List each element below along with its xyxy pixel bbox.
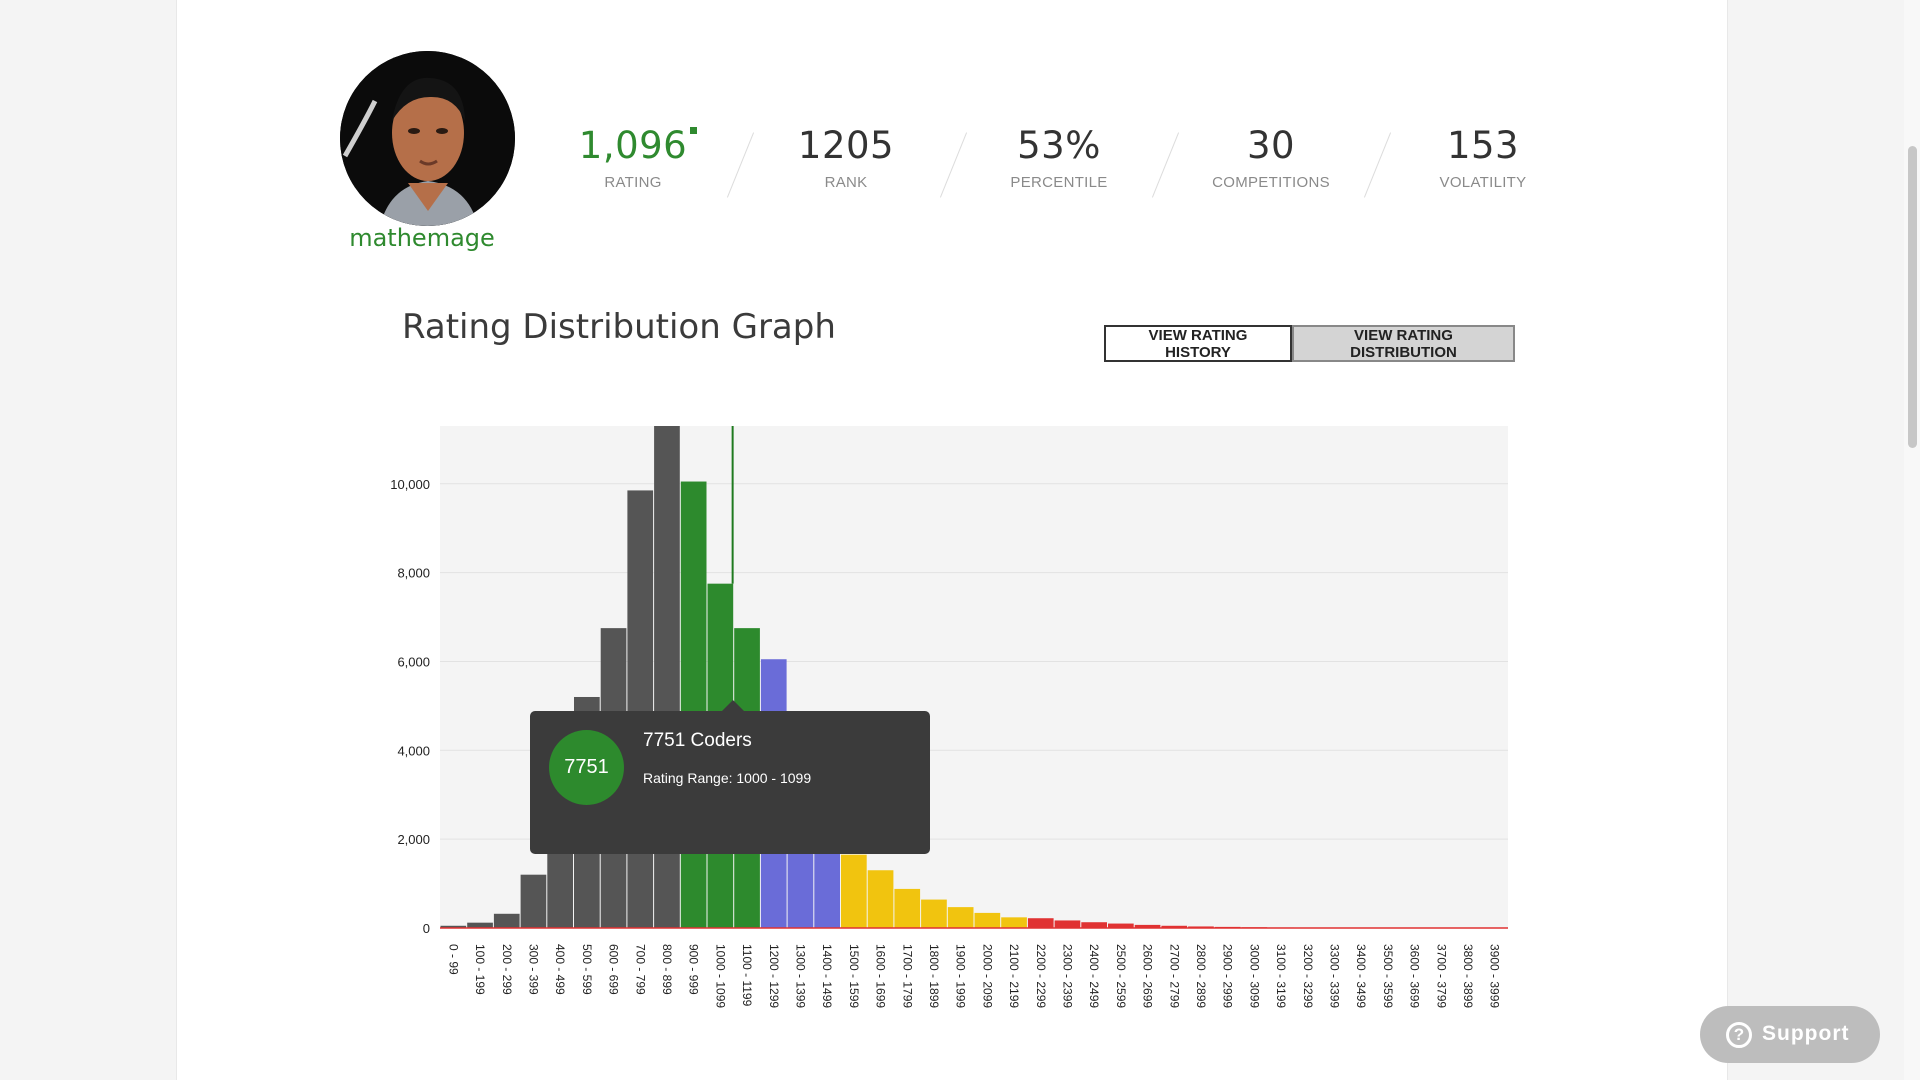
stat-competitions: 30 COMPETITIONS <box>1166 120 1376 191</box>
x-tick-label: 2600 - 2699 <box>1141 944 1155 1008</box>
graph-title: Rating Distribution Graph <box>402 307 836 347</box>
rating-indicator-dot <box>690 127 697 134</box>
avatar-photo <box>340 51 515 226</box>
x-tick-label: 900 - 999 <box>687 944 701 995</box>
x-tick-label: 3000 - 3099 <box>1247 944 1261 1008</box>
scrollbar[interactable] <box>1904 0 1920 1080</box>
competitions-label: COMPETITIONS <box>1212 174 1330 191</box>
x-tick-label: 600 - 699 <box>607 944 621 995</box>
stat-rank: 1205 RANK <box>741 120 951 191</box>
x-tick-label: 3700 - 3799 <box>1434 944 1448 1008</box>
x-tick-label: 3800 - 3899 <box>1461 944 1475 1008</box>
x-tick-label: 1800 - 1899 <box>927 944 941 1008</box>
x-tick-label: 3600 - 3699 <box>1408 944 1422 1008</box>
tooltip-range: Rating Range: 1000 - 1099 <box>643 770 812 786</box>
rank-label: RANK <box>824 174 868 191</box>
bar <box>467 922 493 928</box>
bar <box>1161 925 1188 928</box>
x-tick-label: 1600 - 1699 <box>874 944 888 1008</box>
bar <box>841 854 867 928</box>
x-tick-label: 300 - 399 <box>526 944 540 995</box>
bar <box>440 925 467 928</box>
x-tick-label: 400 - 499 <box>553 944 567 995</box>
bar <box>1108 923 1134 928</box>
competitions-value: 30 <box>1246 124 1296 167</box>
stat-percentile: 53% PERCENTILE <box>954 120 1164 191</box>
x-tick-label: 500 - 599 <box>580 944 594 995</box>
view-rating-history-button[interactable]: VIEW RATING HISTORY <box>1104 325 1292 362</box>
tooltip-arrow <box>722 700 744 711</box>
percentile-label: PERCENTILE <box>1010 174 1108 191</box>
bar <box>627 490 654 928</box>
y-tick-label: 6,000 <box>397 654 430 669</box>
y-tick-label: 10,000 <box>390 477 430 492</box>
tooltip-count-badge: 7751 <box>549 730 624 805</box>
x-tick-label: 2300 - 2399 <box>1060 944 1074 1008</box>
bar <box>947 907 974 928</box>
bar <box>867 870 894 928</box>
x-tick-label: 2100 - 2199 <box>1007 944 1021 1008</box>
x-tick-label: 3200 - 3299 <box>1301 944 1315 1008</box>
x-tick-label: 1700 - 1799 <box>900 944 914 1008</box>
x-tick-label: 2400 - 2499 <box>1087 944 1101 1008</box>
bar <box>921 899 947 928</box>
avatar <box>340 51 515 226</box>
y-tick-label: 0 <box>423 921 430 936</box>
x-tick-label: 1500 - 1599 <box>847 944 861 1008</box>
x-tick-label: 1400 - 1499 <box>820 944 834 1008</box>
stat-rating: 1,096 RATING <box>528 120 738 191</box>
x-tick-label: 1000 - 1099 <box>713 944 727 1008</box>
x-tick-label: 3500 - 3599 <box>1381 944 1395 1008</box>
bar <box>1134 924 1161 928</box>
bar <box>680 481 707 928</box>
x-tick-label: 2000 - 2099 <box>980 944 994 1008</box>
chart-tooltip: 7751 7751 Coders Rating Range: 1000 - 10… <box>530 711 930 854</box>
x-tick-label: 3400 - 3499 <box>1354 944 1368 1008</box>
bar <box>520 874 547 928</box>
help-icon: ? <box>1726 1022 1752 1048</box>
stat-volatility: 153 VOLATILITY <box>1378 120 1588 191</box>
x-tick-label: 800 - 899 <box>660 944 674 995</box>
x-tick-label: 1900 - 1999 <box>954 944 968 1008</box>
x-tick-label: 3100 - 3199 <box>1274 944 1288 1008</box>
bar <box>1054 920 1081 928</box>
bar <box>894 888 921 928</box>
y-tick-label: 2,000 <box>397 832 430 847</box>
percentile-value: 53% <box>1017 124 1101 167</box>
x-tick-label: 1200 - 1299 <box>767 944 781 1008</box>
x-tick-label: 700 - 799 <box>633 944 647 995</box>
x-tick-label: 200 - 299 <box>500 944 514 995</box>
x-tick-label: 3300 - 3399 <box>1327 944 1341 1008</box>
rating-value: 1,096 <box>578 124 688 167</box>
y-tick-label: 8,000 <box>397 566 430 581</box>
bar <box>1001 917 1027 928</box>
x-tick-label: 3900 - 3999 <box>1488 944 1502 1008</box>
bar <box>1081 922 1107 928</box>
volatility-value: 153 <box>1446 124 1520 167</box>
y-tick-label: 4,000 <box>397 743 430 758</box>
x-tick-label: 1100 - 1199 <box>740 944 754 1007</box>
bar <box>974 912 1001 928</box>
rank-value: 1205 <box>797 124 895 167</box>
bar <box>1027 918 1054 928</box>
x-tick-label: 2500 - 2599 <box>1114 944 1128 1008</box>
scrollbar-thumb[interactable] <box>1908 146 1917 448</box>
bar <box>1188 926 1214 928</box>
volatility-label: VOLATILITY <box>1439 174 1527 191</box>
support-label: Support <box>1762 1022 1850 1045</box>
view-rating-distribution-button[interactable]: VIEW RATING DISTRIBUTION <box>1292 325 1515 362</box>
x-tick-label: 2800 - 2899 <box>1194 944 1208 1008</box>
x-tick-label: 2900 - 2999 <box>1221 944 1235 1008</box>
x-tick-label: 100 - 199 <box>473 944 487 995</box>
x-tick-label: 2200 - 2299 <box>1034 944 1048 1008</box>
bar <box>493 913 520 928</box>
tooltip-title: 7751 Coders <box>643 730 752 751</box>
x-tick-label: 1300 - 1399 <box>793 944 807 1008</box>
username[interactable]: mathemage <box>349 224 495 252</box>
x-tick-label: 0 - 99 <box>446 944 460 975</box>
support-button[interactable]: ? Support <box>1700 1006 1880 1063</box>
rating-label: RATING <box>604 174 662 191</box>
x-tick-label: 2700 - 2799 <box>1167 944 1181 1008</box>
